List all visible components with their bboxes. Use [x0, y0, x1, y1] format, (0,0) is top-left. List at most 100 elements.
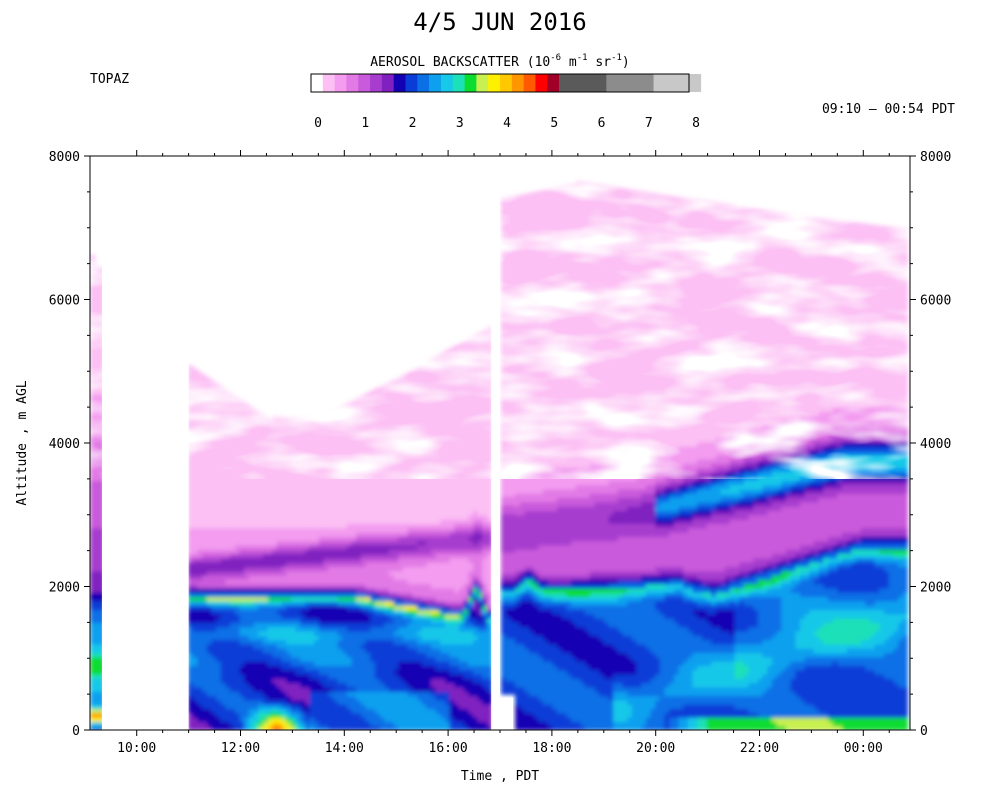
backscatter-cell	[412, 669, 418, 675]
backscatter-cell	[337, 622, 343, 628]
backscatter-cell	[188, 708, 194, 714]
backscatter-cell	[225, 519, 231, 524]
backscatter-cell	[300, 626, 306, 632]
backscatter-cell	[332, 669, 339, 675]
backscatter-cell	[365, 635, 371, 641]
backscatter-cell	[220, 527, 227, 533]
backscatter-cell	[402, 669, 409, 675]
backscatter-cell	[402, 536, 409, 542]
backscatter-cell	[421, 665, 427, 671]
backscatter-cell	[267, 544, 273, 550]
backscatter-cell	[398, 717, 404, 722]
backscatter-cell	[379, 622, 385, 628]
backscatter-cell	[356, 527, 362, 533]
backscatter-cell	[286, 575, 292, 580]
backscatter-cell	[253, 523, 259, 529]
backscatter-cell	[234, 661, 241, 666]
backscatter-cell	[393, 493, 399, 499]
backscatter-cell	[318, 592, 325, 598]
backscatter-cell	[286, 596, 292, 602]
backscatter-cell	[328, 540, 334, 546]
backscatter-cell	[440, 536, 446, 542]
backscatter-cell	[276, 695, 283, 701]
backscatter-cell	[314, 652, 320, 658]
backscatter-cell	[412, 631, 418, 636]
backscatter-cell	[351, 691, 357, 697]
backscatter-cell	[412, 575, 418, 580]
backscatter-cell	[421, 712, 427, 718]
backscatter-cell	[454, 562, 460, 567]
backscatter-cell	[360, 596, 367, 602]
backscatter-cell	[421, 510, 427, 516]
backscatter-cell	[398, 480, 404, 486]
backscatter-cell	[402, 514, 409, 520]
backscatter-cell	[202, 704, 208, 710]
colorbar-swatch	[535, 74, 548, 92]
backscatter-cell	[388, 488, 395, 494]
backscatter-cell	[351, 527, 357, 533]
backscatter-cell	[323, 553, 329, 559]
backscatter-cell	[239, 484, 245, 490]
backscatter-cell	[253, 592, 259, 598]
backscatter-cell	[342, 618, 348, 623]
backscatter-cell	[421, 536, 427, 542]
backscatter-cell	[304, 493, 311, 499]
backscatter-cell	[431, 622, 437, 628]
backscatter-cell	[286, 712, 292, 718]
backscatter-cell	[398, 592, 404, 598]
backscatter-cell	[239, 553, 245, 559]
backscatter-cell	[258, 497, 264, 503]
backscatter-cell	[454, 587, 460, 593]
backscatter-cell	[216, 708, 222, 714]
backscatter-cell	[449, 587, 455, 593]
backscatter-cell	[365, 639, 371, 645]
backscatter-cell	[318, 648, 325, 654]
backscatter-cell	[192, 510, 199, 516]
backscatter-cell	[244, 596, 250, 602]
backscatter-cell	[445, 656, 451, 662]
backscatter-cell	[197, 488, 203, 494]
backscatter-cell	[220, 665, 227, 671]
backscatter-cell	[342, 484, 348, 490]
backscatter-cell	[431, 562, 437, 567]
backscatter-cell	[365, 536, 371, 542]
backscatter-cell	[398, 497, 404, 503]
backscatter-cell	[248, 643, 255, 649]
backscatter-cell	[459, 613, 465, 619]
backscatter-cell	[351, 497, 357, 503]
backscatter-cell	[211, 682, 217, 688]
backscatter-cell	[459, 596, 465, 602]
backscatter-cell	[332, 687, 339, 692]
backscatter-cell	[90, 691, 96, 697]
backscatter-cell	[332, 493, 339, 499]
backscatter-cell	[267, 570, 273, 576]
backscatter-cell	[239, 557, 245, 563]
backscatter-cell	[197, 712, 203, 718]
backscatter-cell	[356, 566, 362, 572]
backscatter-cell	[323, 712, 329, 718]
backscatter-cell	[94, 540, 100, 546]
backscatter-cell	[449, 523, 455, 529]
backscatter-cell	[188, 532, 194, 537]
backscatter-cell	[192, 566, 199, 572]
backscatter-cell	[202, 622, 208, 628]
backscatter-cell	[304, 497, 311, 503]
backscatter-cell	[388, 678, 395, 684]
backscatter-cell	[300, 596, 306, 602]
backscatter-cell	[94, 532, 100, 537]
backscatter-cell	[286, 480, 292, 486]
backscatter-cell	[211, 587, 217, 593]
backscatter-cell	[202, 488, 208, 494]
backscatter-cell	[239, 570, 245, 576]
backscatter-cell	[295, 532, 301, 537]
backscatter-cell	[323, 699, 329, 705]
backscatter-cell	[234, 510, 241, 516]
backscatter-cell	[323, 596, 329, 602]
backscatter-cell	[230, 618, 236, 623]
backscatter-cell	[449, 506, 455, 511]
backscatter-cell	[90, 497, 96, 503]
backscatter-cell	[239, 712, 245, 718]
backscatter-cell	[346, 695, 353, 701]
backscatter-cell	[230, 596, 236, 602]
backscatter-cell	[445, 497, 451, 503]
